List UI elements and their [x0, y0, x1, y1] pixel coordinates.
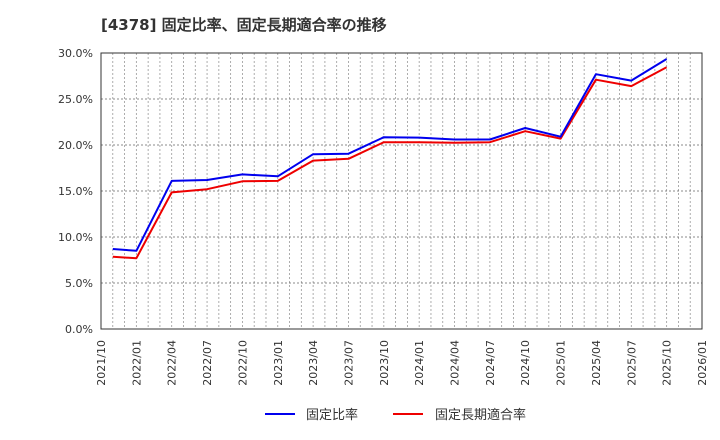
x-tick-label: 2023/04: [307, 340, 320, 386]
legend-label: 固定長期適合率: [435, 407, 526, 423]
chart-title: [4378] 固定比率、固定長期適合率の推移: [101, 16, 387, 34]
y-tick-label: 15.0%: [58, 185, 93, 198]
data-series: [112, 58, 668, 260]
x-tick-label: 2023/10: [378, 340, 391, 386]
legend-label: 固定比率: [306, 407, 358, 423]
x-tick-label: 2022/07: [201, 340, 214, 386]
x-tick-label: 2024/04: [449, 340, 462, 386]
x-tick-label: 2023/01: [272, 340, 285, 386]
x-tick-label: 2024/10: [519, 340, 532, 386]
y-tick-label: 10.0%: [58, 231, 93, 244]
y-tick-label: 20.0%: [58, 139, 93, 152]
x-tick-label: 2022/04: [166, 340, 179, 386]
x-tick-label: 2025/04: [590, 340, 603, 386]
x-axis-ticks: 2021/10 2022/01 2022/04 2022/07 2022/10 2023/…: [95, 340, 709, 386]
x-tick-label: 2024/07: [484, 340, 497, 386]
x-tick-label: 2025/01: [555, 340, 568, 386]
x-tick-label: 2022/01: [130, 340, 143, 386]
y-tick-label: 5.0%: [65, 277, 93, 290]
y-tick-label: 30.0%: [58, 47, 93, 60]
series-line: [112, 66, 668, 260]
x-tick-label: 2025/07: [625, 340, 638, 386]
x-tick-label: 2022/10: [236, 340, 249, 386]
y-axis-ticks: 0.0% 5.0% 10.0% 15.0% 20.0% 25.0% 30.0%: [58, 47, 93, 336]
y-tick-label: 0.0%: [65, 323, 93, 336]
series-line: [112, 58, 668, 252]
x-tick-label: 2024/01: [413, 340, 426, 386]
grid-lines: [101, 53, 702, 329]
y-tick-label: 25.0%: [58, 93, 93, 106]
x-tick-label: 2023/07: [342, 340, 355, 386]
plot-frame: [100, 52, 703, 330]
x-tick-label: 2026/01: [696, 340, 709, 386]
x-tick-label: 2025/10: [661, 340, 674, 386]
legend: 固定比率 固定長期適合率: [265, 407, 526, 423]
x-tick-label: 2021/10: [95, 340, 108, 386]
